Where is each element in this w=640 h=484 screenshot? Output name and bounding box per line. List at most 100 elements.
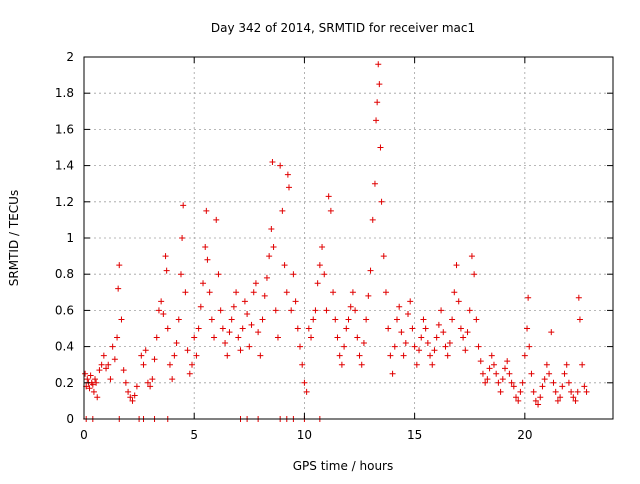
data-point (378, 198, 385, 205)
data-point (120, 367, 127, 374)
data-point (252, 280, 259, 287)
data-point (98, 361, 105, 368)
data-point (246, 343, 253, 350)
data-point (268, 225, 275, 232)
data-point (479, 370, 486, 377)
data-point (486, 365, 493, 372)
data-point (581, 383, 588, 390)
data-point (90, 388, 97, 395)
data-point (334, 334, 341, 341)
data-point (375, 61, 382, 68)
data-point (535, 401, 542, 408)
data-point (409, 325, 416, 332)
data-point (528, 370, 535, 377)
data-point (327, 207, 334, 214)
data-point (579, 361, 586, 368)
data-point (396, 303, 403, 310)
y-tick-label: 0.2 (55, 376, 74, 390)
plot-frame (83, 56, 614, 420)
y-tick-label: 0.6 (55, 303, 74, 317)
data-point (125, 388, 132, 395)
data-point (213, 216, 220, 223)
data-point (184, 347, 191, 354)
data-point (142, 347, 149, 354)
data-point (314, 280, 321, 287)
data-point (521, 352, 528, 359)
data-point (303, 388, 310, 395)
data-point (435, 321, 442, 328)
data-point (466, 307, 473, 314)
data-point (151, 356, 158, 363)
data-point (219, 325, 226, 332)
data-point (122, 379, 129, 386)
data-point (86, 385, 93, 392)
data-point (116, 262, 123, 269)
data-point (402, 339, 409, 346)
data-point (444, 352, 451, 359)
data-point (186, 370, 193, 377)
data-point (316, 262, 323, 269)
data-point (173, 339, 180, 346)
data-point (100, 352, 107, 359)
data-point (297, 343, 304, 350)
axis-ticks: 00.20.40.60.811.21.41.61.820 5 10 15 20 (55, 50, 613, 442)
data-point (332, 316, 339, 323)
data-point (343, 325, 350, 332)
data-point (325, 193, 332, 200)
data-point (557, 394, 564, 401)
data-point (204, 256, 211, 263)
data-point (338, 361, 345, 368)
data-point (105, 361, 112, 368)
data-point (446, 339, 453, 346)
data-point (82, 370, 89, 377)
data-point (292, 298, 299, 305)
y-tick-label: 2 (66, 50, 74, 64)
data-point (468, 253, 475, 260)
data-point (387, 352, 394, 359)
data-point (114, 334, 121, 341)
data-point (501, 365, 508, 372)
data-point (440, 329, 447, 336)
data-point (497, 388, 504, 395)
data-point (546, 370, 553, 377)
data-point (283, 289, 290, 296)
data-point (109, 343, 116, 350)
data-point (162, 253, 169, 260)
data-point (376, 81, 383, 88)
data-point (548, 329, 555, 336)
data-point (233, 289, 240, 296)
data-point (323, 307, 330, 314)
data-point (515, 397, 522, 404)
data-point (358, 361, 365, 368)
data-point (160, 311, 167, 318)
chart-title: Day 342 of 2014, SRMTID for receiver mac… (211, 21, 475, 35)
data-point (568, 388, 575, 395)
data-point (563, 361, 570, 368)
data-point (191, 334, 198, 341)
data-point (524, 325, 531, 332)
data-point (301, 379, 308, 386)
y-tick-label: 1.2 (55, 195, 74, 209)
data-point (473, 316, 480, 323)
data-point (398, 329, 405, 336)
data-point (215, 271, 222, 278)
x-tick-label: 15 (407, 428, 422, 442)
data-point (305, 325, 312, 332)
x-axis-label: GPS time / hours (293, 459, 394, 473)
data-point (422, 325, 429, 332)
grid-layer (84, 57, 613, 419)
data-point (308, 334, 315, 341)
data-point (572, 397, 579, 404)
data-point (537, 394, 544, 401)
data-point (552, 388, 559, 395)
data-point (365, 292, 372, 299)
data-point (118, 316, 125, 323)
data-point (277, 162, 284, 169)
data-point (449, 316, 456, 323)
data-point (532, 397, 539, 404)
data-point (202, 244, 209, 251)
data-point (179, 235, 186, 241)
data-point (462, 347, 469, 354)
y-tick-label: 1 (66, 231, 74, 245)
data-point (93, 379, 100, 386)
